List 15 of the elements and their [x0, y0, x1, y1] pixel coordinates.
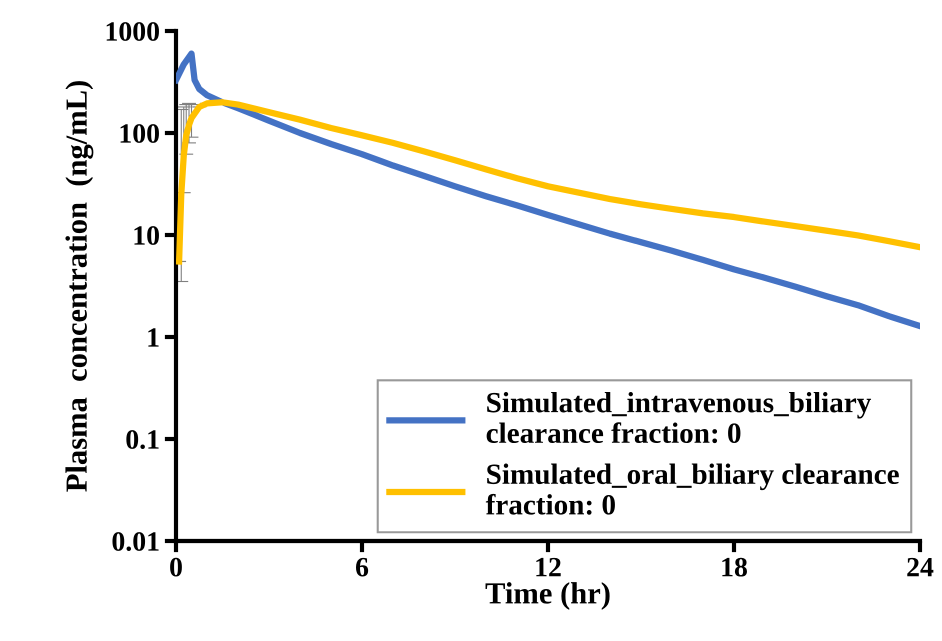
x-tick-label: 6: [356, 558, 368, 577]
y-tick-label: 0.1: [126, 430, 159, 450]
y-tick-label: 0.01: [112, 532, 159, 552]
y-tick-label: 1000: [106, 22, 159, 41]
x-tick-label: 24: [907, 558, 934, 576]
x-tick-label: 0: [170, 558, 182, 577]
y-axis-title: Plasma concentration (ng/mL): [65, 81, 94, 492]
legend-label: Simulated_intravenous_biliary clearance fraction: 0: [486, 392, 872, 444]
x-tick-label: 18: [722, 558, 747, 577]
x-axis-title: Time (hr): [486, 582, 610, 610]
y-tick-label: 100: [120, 124, 159, 143]
y-tick-label: 1: [148, 328, 159, 347]
legend-label: Simulated_oral_biliary clearance fraction: 0: [486, 464, 899, 515]
y-tick-label: 10: [134, 226, 159, 245]
x-tick-label: 12: [536, 558, 561, 576]
